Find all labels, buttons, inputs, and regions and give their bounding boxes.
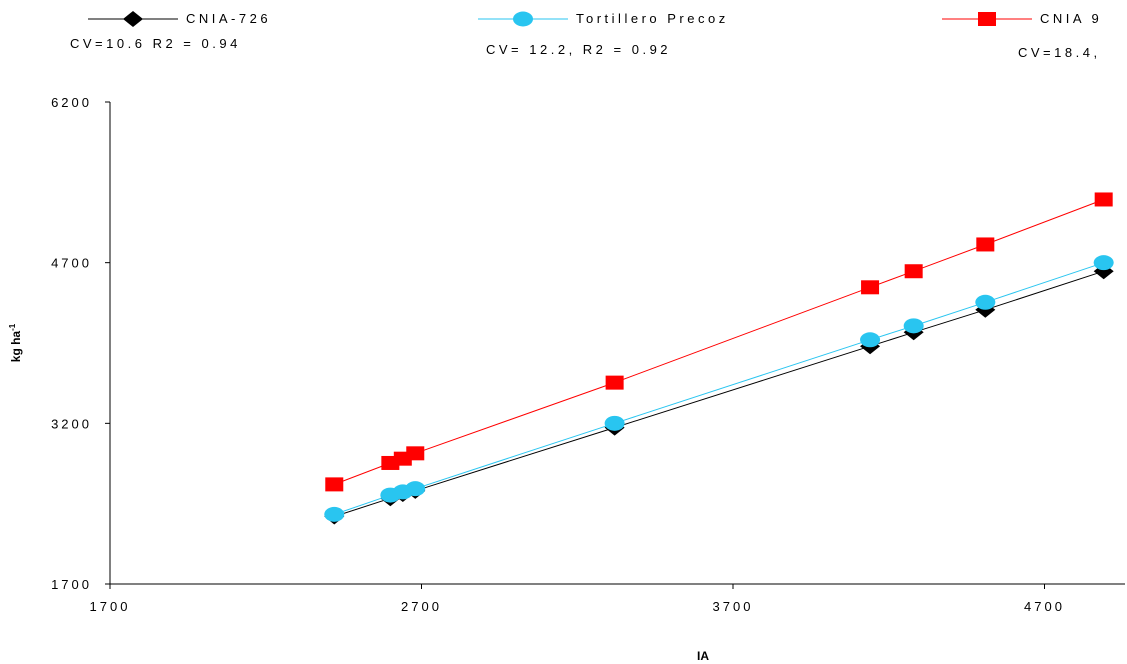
series-2-point-6 [904, 264, 923, 279]
legend-item-0: CNIA-726 CV=10.6 R2 = 0.94 [70, 11, 271, 51]
series-2-point-0 [325, 477, 344, 492]
series-1-point-6 [903, 318, 924, 334]
axes: 1700 2700 3700 4700 1700 3200 4700 6200 [51, 95, 1125, 614]
series-2 [325, 192, 1113, 492]
series-2-point-5 [861, 280, 880, 295]
legend-marker-2 [978, 12, 996, 26]
series-1-point-3 [405, 481, 426, 497]
legend-stats-2: CV=18.4, [1018, 45, 1101, 60]
y-tick-label-1: 3200 [51, 416, 92, 431]
legend-label-1: Tortillero Precoz [576, 11, 729, 26]
series-layer [324, 192, 1114, 525]
x-tick-label-3: 4700 [1024, 599, 1065, 614]
legend-marker-0 [123, 11, 143, 27]
y-axis-title-superscript: -1 [8, 323, 17, 331]
y-tick-label-3: 6200 [51, 95, 92, 110]
legend-item-2: CNIA 9 CV=18.4, [942, 11, 1102, 60]
y-axis-title: kg ha-1 [8, 323, 23, 362]
y-ticks: 1700 3200 4700 6200 [51, 95, 110, 592]
series-1-point-0 [324, 506, 345, 522]
legend-item-1: Tortillero Precoz CV= 12.2, R2 = 0.92 [478, 11, 729, 57]
series-2-point-7 [976, 237, 995, 252]
series-1-point-7 [975, 294, 996, 310]
x-tick-label-1: 2700 [401, 599, 442, 614]
y-tick-label-0: 1700 [51, 577, 92, 592]
x-ticks: 1700 2700 3700 4700 [90, 584, 1065, 614]
series-1-point-5 [860, 332, 881, 348]
legend-label-0: CNIA-726 [186, 11, 271, 26]
x-axis-title: IA [697, 649, 709, 663]
legend-stats-0: CV=10.6 R2 = 0.94 [70, 36, 241, 51]
series-2-point-3 [406, 446, 425, 461]
series-2-point-8 [1094, 192, 1113, 207]
legend-label-2: CNIA 9 [1040, 11, 1102, 26]
x-tick-label-2: 3700 [713, 599, 754, 614]
y-tick-label-2: 4700 [51, 256, 92, 271]
legend-marker-1 [513, 11, 533, 27]
legend-stats-1: CV= 12.2, R2 = 0.92 [486, 42, 671, 57]
legend: CNIA-726 CV=10.6 R2 = 0.94 Tortillero Pr… [70, 11, 1102, 60]
series-1-point-4 [604, 415, 625, 431]
series-1-point-8 [1093, 255, 1114, 271]
y-axis-title-main: kg ha [9, 331, 23, 363]
series-1 [324, 255, 1114, 522]
series-2-point-4 [605, 375, 624, 390]
x-tick-label-0: 1700 [90, 599, 131, 614]
